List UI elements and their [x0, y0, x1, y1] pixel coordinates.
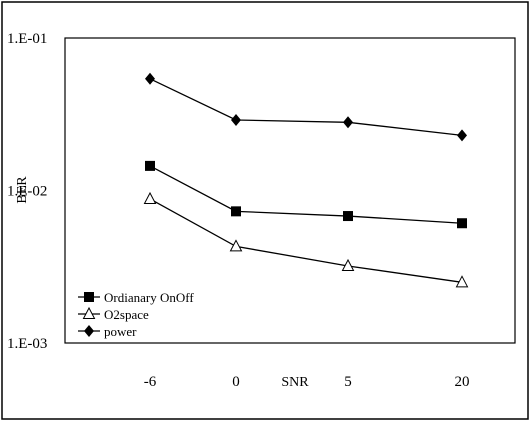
data-point: [231, 206, 241, 217]
legend-label: Ordianary OnOff: [104, 290, 194, 305]
legend-label: power: [104, 324, 137, 339]
data-point: [457, 218, 467, 229]
data-point: [145, 72, 155, 85]
y-axis-title: BER: [15, 176, 30, 204]
y-tick-label: 1.E-02: [7, 184, 47, 200]
x-tick-label: -6: [144, 374, 157, 390]
data-point: [455, 275, 469, 288]
legend-label: O2space: [104, 307, 149, 322]
y-tick-label: 1.E-01: [7, 31, 47, 47]
plot-area: [64, 37, 516, 344]
series-line: [149, 165, 463, 224]
tick-labels: 1.E-01 1.E-02 1.E-03 -6 0 5 20: [7, 31, 470, 390]
series-0: [145, 160, 467, 229]
series-layer: [143, 72, 469, 288]
data-point: [343, 211, 353, 222]
legend: Ordianary OnOff O2space power: [78, 290, 194, 339]
data-point: [143, 191, 157, 204]
data-point: [231, 113, 241, 126]
y-tick-label: 1.E-03: [7, 336, 47, 352]
legend-item: power: [78, 324, 137, 339]
legend-marker: [84, 292, 94, 302]
data-point: [457, 129, 467, 142]
legend-item: O2space: [78, 306, 149, 322]
legend-item: Ordianary OnOff: [78, 290, 194, 305]
data-point: [229, 239, 243, 252]
data-point: [145, 160, 155, 171]
x-axis-title: SNR: [281, 375, 309, 390]
series-line: [149, 78, 463, 136]
legend-marker: [82, 306, 96, 319]
x-tick-label: 0: [232, 374, 240, 390]
x-tick-label: 5: [344, 374, 352, 390]
x-tick-label: 20: [455, 374, 470, 390]
series-1: [143, 191, 469, 288]
legend-marker: [84, 325, 94, 337]
series-2: [145, 72, 467, 142]
data-point: [341, 258, 355, 271]
data-point: [343, 116, 353, 129]
series-line: [149, 198, 463, 283]
